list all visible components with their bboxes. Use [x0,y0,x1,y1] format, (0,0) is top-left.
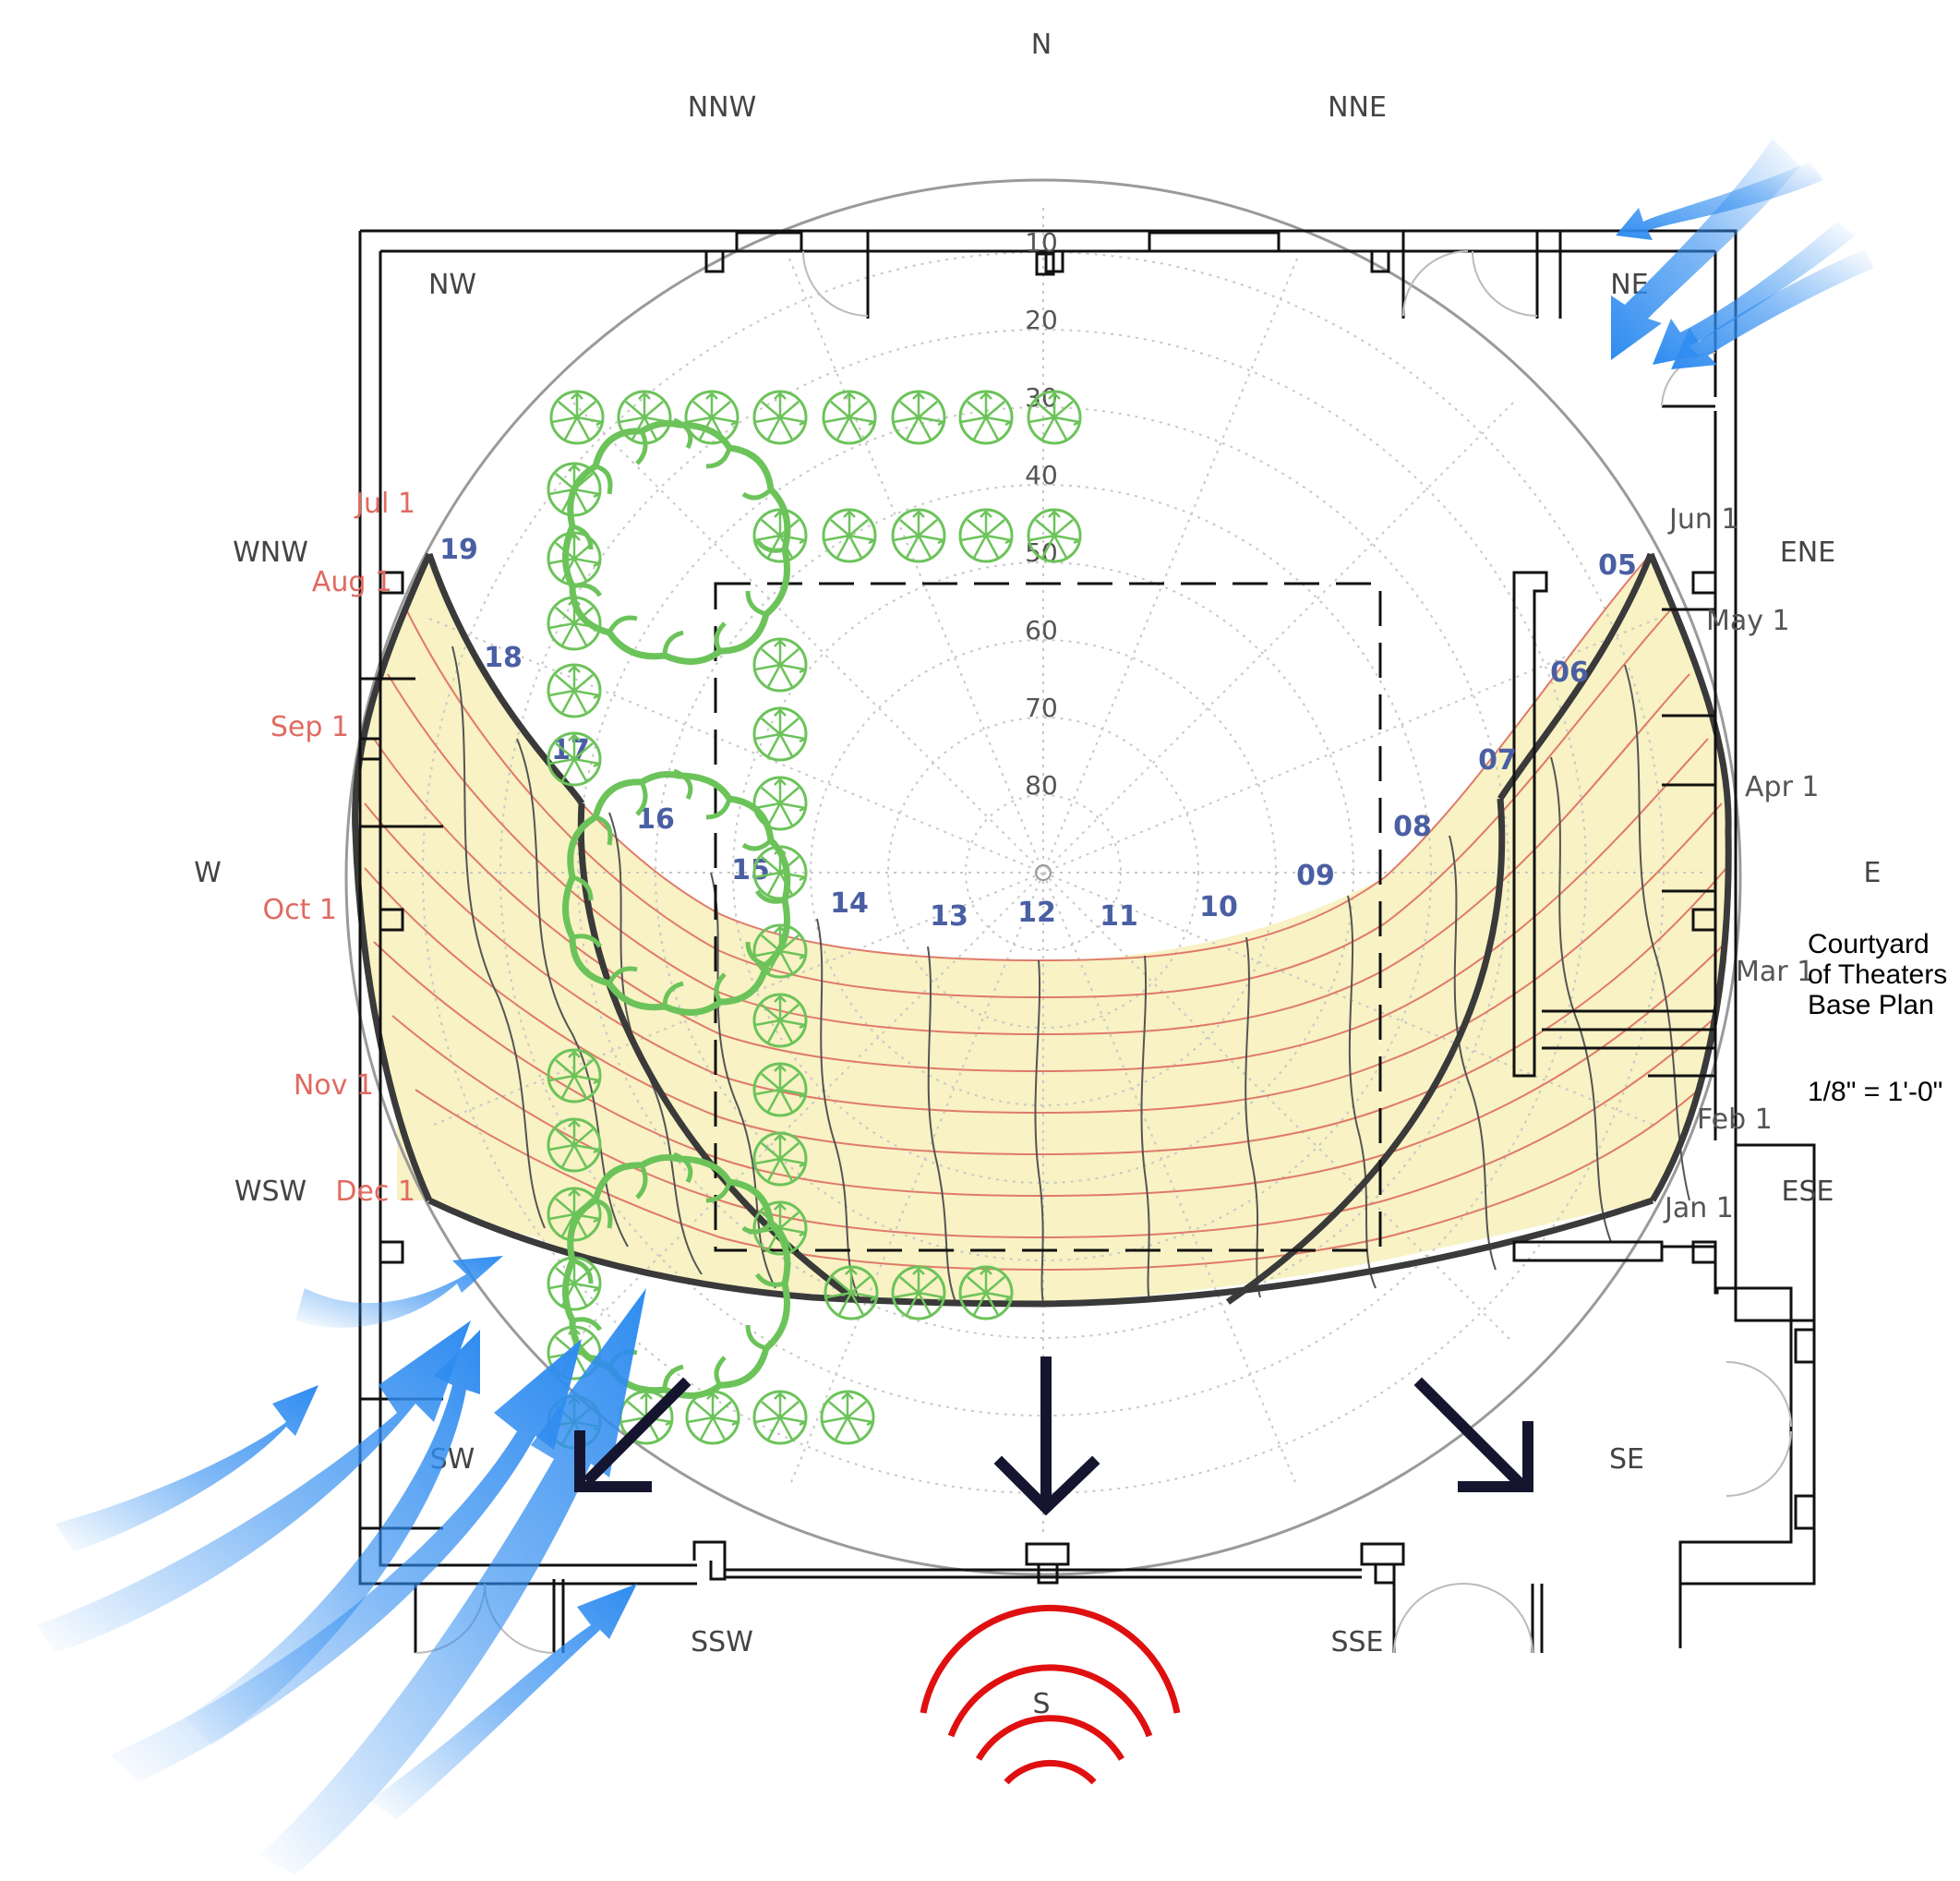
hour-label: 13 [930,900,968,933]
compass-wnw: WNW [233,537,308,569]
compass-nnw: NNW [688,91,757,124]
compass-se: SE [1609,1443,1644,1476]
compass-w: W [194,857,222,889]
hour-label: 18 [484,642,523,674]
compass-n: N [1031,29,1052,61]
compass-nne: NNE [1328,91,1387,124]
compass-e: E [1864,857,1882,889]
hour-label: 07 [1478,744,1517,777]
month-label-left: Nov 1 [294,1069,374,1102]
compass-ssw: SSW [691,1626,753,1658]
hour-label: 05 [1598,549,1637,582]
altitude-label: 20 [1025,305,1058,335]
hour-label: 12 [1017,897,1056,929]
courtyard-boundary [714,582,1382,1252]
hour-label: 14 [830,887,869,920]
wind-northeast-icon [1611,139,1874,369]
plan-title-block: Courtyard of Theaters Base Plan 1/8" = 1… [1808,929,1947,1107]
day-lines [364,553,1727,1272]
compass-ene: ENE [1780,537,1835,569]
plan-title-line3: Base Plan [1808,990,1934,1020]
compass-s: S [1032,1688,1050,1720]
month-label-left: Jul 1 [354,488,415,520]
hour-label: 19 [439,534,478,566]
compass-labels: N NNW NNE NW NE WNW ENE W E WSW ESE SW S… [194,29,1881,1720]
month-label-left: Dec 1 [335,1176,415,1208]
hour-label: 08 [1393,811,1432,843]
compass-ese: ESE [1782,1176,1834,1208]
altitude-label: 70 [1025,693,1058,723]
month-label-right: Jan 1 [1663,1192,1734,1224]
zenith-point [1035,864,1052,881]
hour-labels: 19 18 17 16 15 14 13 12 11 10 09 08 07 0… [439,534,1637,933]
door-swings [415,250,1792,1654]
arrow-southeast-icon [1413,1377,1533,1492]
compass-nw: NW [428,269,476,301]
plan-title-line1: Courtyard [1808,929,1930,959]
sun-path-fill [355,554,1731,1302]
altitude-label: 80 [1025,770,1058,801]
breeze-arrows [574,1356,1533,1516]
arrow-south-icon [993,1356,1100,1516]
plan-scale: 1/8" = 1'-0" [1808,1077,1942,1107]
sound-source-icon [920,1604,1181,1785]
month-label-right: Mar 1 [1736,956,1814,988]
hour-label: 10 [1199,891,1238,923]
compass-sse: SSE [1330,1626,1383,1658]
hour-label: 06 [1550,657,1589,689]
altitude-label: 60 [1025,615,1058,645]
hour-label: 11 [1100,900,1138,933]
wind-southwest-icon [37,1256,646,1875]
month-label-right: Feb 1 [1697,1103,1773,1136]
altitude-labels: 10 20 30 40 50 60 70 80 [1025,227,1058,801]
month-labels: Jul 1 Aug 1 Sep 1 Oct 1 Nov 1 Dec 1 Jun … [263,488,1820,1224]
horizon-circle [344,178,1742,1576]
month-label-right: May 1 [1706,605,1790,637]
altitude-label: 40 [1025,460,1058,490]
plan-title-line2: of Theaters [1808,959,1947,990]
hour-label: 09 [1296,860,1335,892]
month-label-right: Apr 1 [1745,771,1820,803]
arrow-southwest-icon [574,1377,691,1492]
compass-wsw: WSW [234,1176,307,1208]
month-label-left: Aug 1 [312,566,392,598]
month-label-left: Oct 1 [263,894,338,926]
month-label-left: Sep 1 [271,711,349,743]
month-label-right: Jun 1 [1667,503,1739,536]
